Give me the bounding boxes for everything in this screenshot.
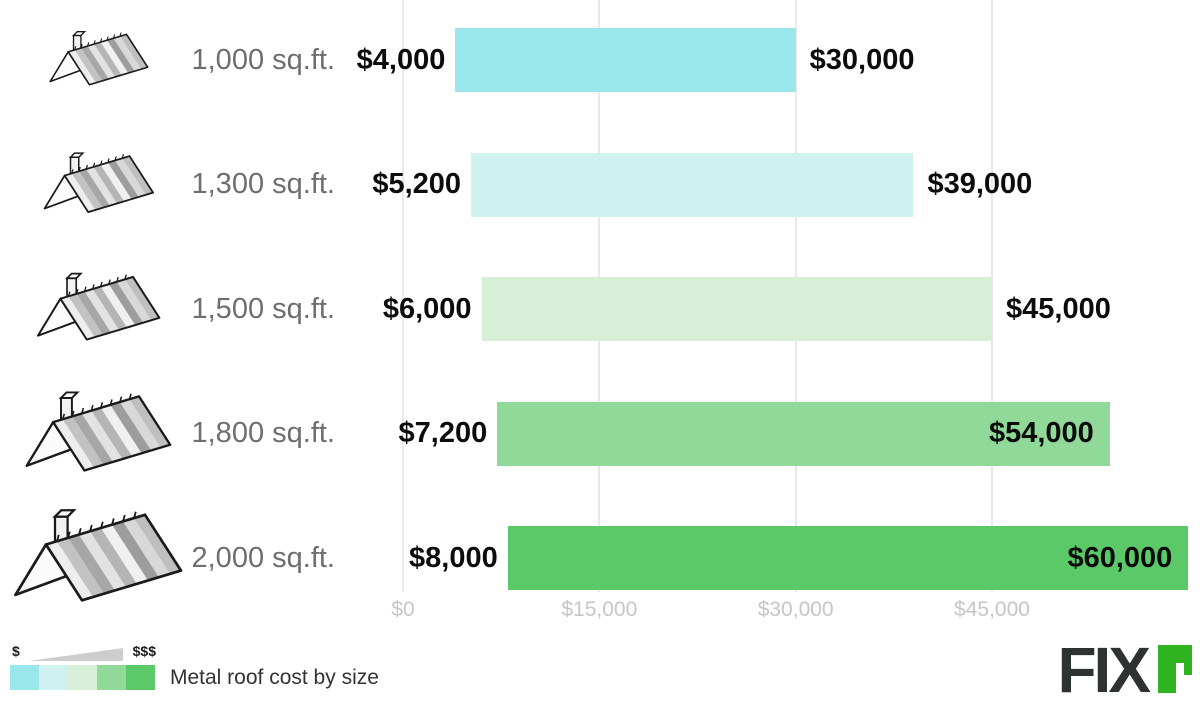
gridline bbox=[991, 0, 993, 592]
roof-icon bbox=[47, 28, 153, 97]
fixr-logo-r-icon bbox=[1158, 645, 1192, 693]
x-axis-tick-label: $45,000 bbox=[954, 598, 1030, 621]
legend: $ $$$ Metal roof cost by size bbox=[10, 643, 430, 693]
min-cost-label: $8,000 bbox=[409, 541, 498, 574]
min-cost-label: $4,000 bbox=[356, 43, 446, 76]
max-cost-label: $30,000 bbox=[809, 43, 915, 76]
legend-swatch bbox=[39, 665, 68, 690]
min-cost-label: $5,200 bbox=[372, 168, 462, 200]
x-axis-tick-label: $15,000 bbox=[561, 598, 638, 621]
size-label: 1,000 sq.ft. bbox=[191, 43, 336, 76]
legend-caption: Metal roof cost by size bbox=[170, 666, 379, 689]
cost-bar bbox=[471, 152, 914, 217]
size-label: 1,800 sq.ft. bbox=[191, 417, 336, 449]
size-label: 2,000 sq.ft. bbox=[191, 541, 336, 574]
legend-swatch bbox=[97, 665, 126, 690]
gridline bbox=[402, 0, 404, 592]
size-label: 1,300 sq.ft. bbox=[191, 168, 336, 200]
cost-bar bbox=[455, 28, 796, 92]
size-label: 1,500 sq.ft. bbox=[191, 292, 336, 325]
roof-icon bbox=[34, 269, 166, 353]
x-axis-tick-label: $0 bbox=[391, 598, 415, 621]
price-scale-high-label: $$$ bbox=[132, 643, 156, 659]
x-axis-tick-label: $30,000 bbox=[757, 598, 834, 621]
min-cost-label: $6,000 bbox=[382, 292, 472, 325]
legend-color-scale bbox=[10, 665, 155, 690]
max-cost-label: $45,000 bbox=[1006, 292, 1111, 325]
roof-icon bbox=[22, 387, 178, 486]
price-scale-low-label: $ bbox=[12, 643, 20, 659]
roof-icon bbox=[10, 504, 190, 617]
cost-bar bbox=[481, 277, 992, 341]
min-cost-label: $7,200 bbox=[398, 417, 488, 449]
max-cost-label: $60,000 bbox=[1067, 541, 1173, 574]
max-cost-label: $39,000 bbox=[927, 168, 1033, 200]
roof-icon bbox=[41, 149, 159, 225]
legend-swatch bbox=[10, 665, 39, 690]
fixr-logo: FIX bbox=[1056, 634, 1192, 701]
max-cost-label: $54,000 bbox=[988, 417, 1094, 449]
legend-swatch bbox=[68, 665, 97, 690]
cost-bar bbox=[507, 526, 1189, 590]
fixr-logo-text: FIX bbox=[1057, 634, 1151, 701]
cost-bar bbox=[497, 401, 1110, 466]
price-wedge-icon bbox=[29, 648, 123, 661]
legend-swatch bbox=[126, 665, 155, 690]
